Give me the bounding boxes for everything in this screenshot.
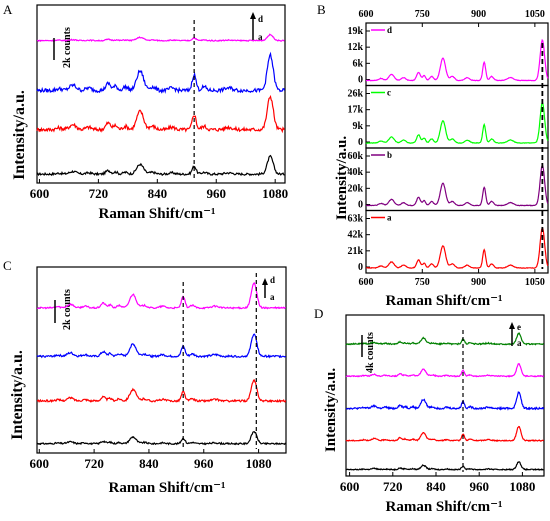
- panel-b-top-xtick-label: 600: [359, 9, 374, 20]
- panel-b-legend-label-a: a: [387, 213, 392, 223]
- panel-d-series-b: [345, 425, 545, 442]
- panel-a-series-c: [36, 51, 286, 94]
- panel-c-xtick-label: 600: [30, 456, 50, 471]
- panel-d-series-e: [345, 332, 545, 346]
- panel-b-ytick-label: 63k: [347, 214, 363, 225]
- panel-c-xtick-label: 840: [139, 456, 159, 471]
- panel-d-scale-label: 4k counts: [365, 332, 376, 373]
- panel-b-ytick-label: 19k: [347, 26, 363, 37]
- panel-b-series-d: [366, 38, 549, 82]
- panel-b-ytick-label: 21k: [347, 246, 363, 257]
- panel-d-xtick-label: 600: [340, 479, 360, 494]
- panel-d-xtick-label: 960: [469, 479, 489, 494]
- panel-a-xlabel: Raman Shift/cm⁻¹: [99, 206, 216, 222]
- panel-c-series-b: [36, 378, 287, 404]
- panel-b-ytick-label: 12k: [347, 42, 363, 53]
- panel-d-xlabel: Raman Shift/cm⁻¹: [386, 499, 503, 515]
- panel-b-top-xtick-label: 750: [415, 9, 430, 20]
- panel-b-ytick-label: 60k: [347, 151, 363, 162]
- panel-a-arrow-bottom-label: a: [258, 32, 263, 42]
- panel-b-ytick-label: 0: [358, 200, 363, 211]
- panel-d-series-d: [345, 362, 545, 378]
- panel-d-xtick-label: 840: [426, 479, 446, 494]
- panel-c-arrow-bottom-label: a: [270, 292, 275, 302]
- panel-c-arrow-head: [262, 278, 268, 285]
- panel-a-arrow-top-label: d: [258, 14, 263, 24]
- panel-d-arrow-head: [509, 322, 515, 329]
- panel-a-xtick-label: 720: [89, 186, 109, 201]
- panel-a-xtick-label: 960: [206, 186, 226, 201]
- panel-d-arrow-top-label: e: [517, 322, 521, 332]
- panel-b-legend-label-d: d: [387, 25, 392, 35]
- panel-a-xtick-label: 600: [30, 186, 50, 201]
- panel-a-scale-label: 2k counts: [62, 27, 73, 68]
- panel-b-ylabel: Intensity/a.u.: [334, 136, 350, 220]
- panel-b-subframe-a: [365, 209, 549, 274]
- panel-b-ytick-label: 0: [358, 75, 363, 86]
- panel-c-scale-label: 2k counts: [62, 289, 73, 330]
- panel-d-series-a: [345, 461, 544, 472]
- panel-b-series-a: [366, 226, 549, 269]
- panel-a-series-a: [36, 154, 285, 177]
- panel-a-ylabel: Intensity/a.u.: [11, 90, 28, 180]
- panel-c-arrow-top-label: d: [270, 275, 275, 285]
- panel-b-ytick-label: 6k: [352, 58, 363, 69]
- panel-label-b: B: [317, 2, 326, 17]
- panel-b-ytick-label: 0: [358, 137, 363, 148]
- panel-label-c: C: [3, 258, 12, 273]
- panel-c-series-c: [36, 333, 286, 359]
- panel-a-xtick-label: 840: [148, 186, 168, 201]
- panel-a-xtick-label: 1080: [262, 186, 288, 201]
- panel-b-series-c: [365, 101, 549, 144]
- panel-b-ytick-label: 9k: [352, 121, 363, 132]
- panel-b-legend-label-b: b: [387, 150, 392, 160]
- panel-b-xtick-label: 600: [359, 277, 374, 288]
- panel-c-frame: [36, 266, 287, 454]
- panel-b-ytick-label: 40k: [347, 167, 363, 178]
- panel-d-arrow-bottom-label: a: [517, 338, 522, 348]
- chart-drawing: 600 720 840 960 1080 600 720 840 960 1080 600 720 84…: [30, 4, 549, 494]
- panel-c-ylabel: Intensity/a.u.: [9, 350, 26, 440]
- panel-d-ylabel: Intensity/a.u.: [323, 368, 339, 452]
- panel-c-xtick-label: 720: [84, 456, 104, 471]
- panel-b-top-xtick-label: 900: [471, 9, 486, 20]
- panel-b-ytick-label: 0: [358, 262, 363, 273]
- panel-label-a: A: [3, 2, 13, 17]
- panel-b-top-xtick-label: 1050: [525, 9, 545, 20]
- panel-b-legend-label-c: c: [387, 88, 391, 98]
- panel-b-xtick-label: 1050: [525, 277, 545, 288]
- panel-label-d: D: [314, 306, 323, 321]
- panel-a-arrow-head: [250, 12, 256, 19]
- panel-b-ytick-label: 17k: [347, 105, 363, 116]
- panel-b-ytick-label: 20k: [347, 183, 363, 194]
- panel-b-ytick-label: 26k: [347, 89, 363, 100]
- panel-d-xtick-label: 1080: [509, 479, 535, 494]
- panel-c-xlabel: Raman Shift/cm⁻¹: [109, 480, 226, 496]
- panel-b-series-b: [365, 164, 549, 207]
- panel-a-frame: [36, 4, 286, 184]
- panel-b-xlabel: Raman Shift/cm⁻¹: [386, 293, 503, 309]
- panel-d-frame: [345, 314, 545, 477]
- panel-d-series-c: [345, 390, 545, 411]
- panel-c-xtick-label: 960: [194, 456, 214, 471]
- panel-b-ytick-label: 42k: [347, 230, 363, 241]
- panel-b-xtick-label: 750: [415, 277, 430, 288]
- panel-b-xtick-label: 900: [471, 277, 486, 288]
- panel-a-series-d: [36, 33, 285, 43]
- panel-c-series-a: [36, 431, 287, 446]
- panel-c-xtick-label: 1080: [246, 456, 272, 471]
- panel-c-series-d: [36, 281, 286, 310]
- panel-d-xtick-label: 720: [383, 479, 403, 494]
- panel-a-series-b: [36, 94, 285, 134]
